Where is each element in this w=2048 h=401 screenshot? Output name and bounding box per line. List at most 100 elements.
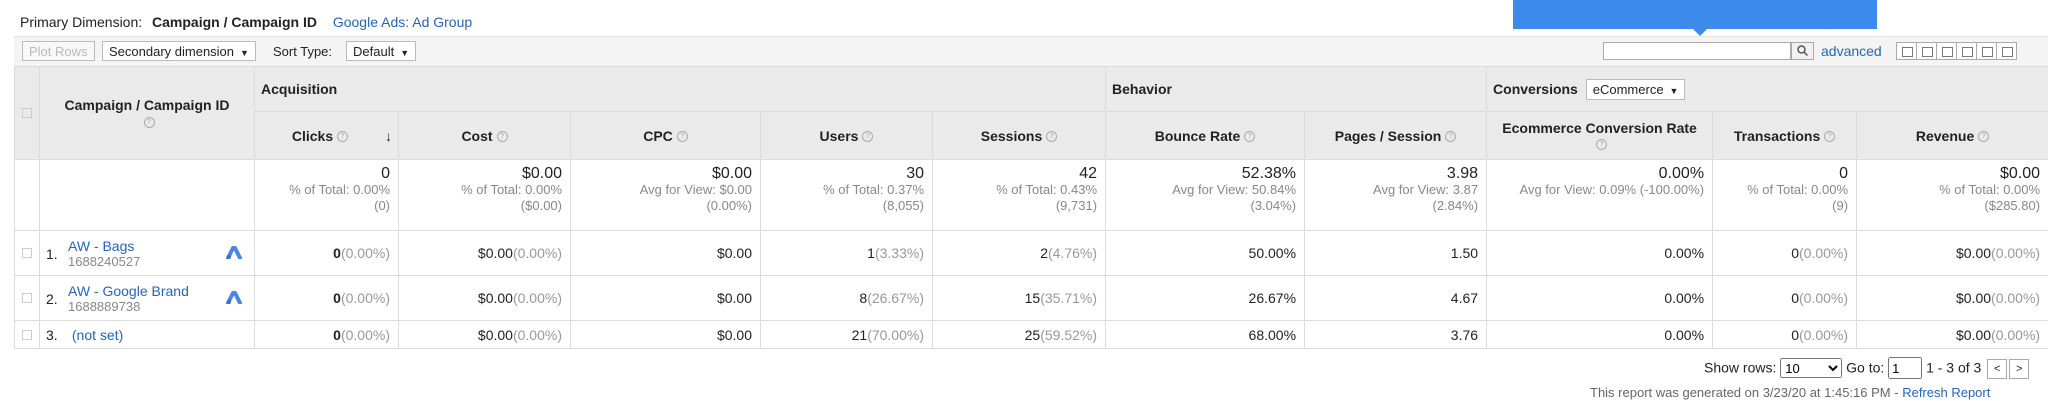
report-table: Campaign / Campaign ID? Acquisition Beha… — [14, 66, 2048, 349]
help-icon[interactable]: ? — [496, 131, 508, 143]
row-checkbox[interactable] — [22, 293, 32, 303]
help-icon[interactable]: ? — [337, 131, 349, 143]
primary-dimension-label: Primary Dimension: — [20, 14, 143, 30]
help-icon[interactable]: ? — [1824, 131, 1836, 143]
column-header-sessions[interactable]: Sessions? — [931, 111, 1107, 160]
cell-value: 2 — [1040, 245, 1048, 261]
revenue-cell: $0.00(0.00%) — [1856, 230, 2048, 276]
pie-view-icon[interactable] — [1916, 42, 1937, 60]
help-icon[interactable]: ? — [1978, 131, 1990, 143]
cell-value: 0 — [333, 326, 341, 343]
help-icon[interactable]: ? — [1046, 131, 1058, 143]
campaign-header[interactable]: Campaign / Campaign ID? — [39, 66, 255, 160]
term-cloud-view-icon[interactable] — [1976, 42, 1997, 60]
campaign-cell: 3. (not set) — [39, 320, 255, 349]
behavior-group-header: Behavior — [1105, 66, 1488, 112]
help-icon[interactable]: ? — [1244, 131, 1256, 143]
campaign-link[interactable]: AW - Google Brand — [68, 282, 189, 299]
transactions-cell: 0(0.00%) — [1712, 320, 1858, 349]
cell-value: $0.00 — [477, 290, 513, 306]
cell-value: 25 — [1024, 326, 1041, 343]
sort-type-dropdown[interactable]: Default ▼ — [346, 41, 417, 61]
google-ads-icon[interactable] — [226, 290, 242, 304]
campaign-link[interactable]: AW - Bags — [68, 237, 135, 254]
cell-value: 1 — [867, 245, 875, 261]
pivot-view-icon[interactable] — [1996, 42, 2017, 60]
totals-row: 0% of Total: 0.00% (0) $0.00% of Total: 0… — [14, 159, 2048, 231]
chevron-down-icon: ▼ — [400, 48, 410, 58]
comparison-view-icon[interactable] — [1956, 42, 1977, 60]
cell-value: 0 — [1791, 326, 1800, 343]
column-label: Users — [819, 127, 859, 144]
cell-value: 0 — [1791, 245, 1800, 261]
help-icon[interactable]: ? — [1445, 131, 1457, 143]
row-select-cell[interactable] — [14, 320, 40, 349]
column-header-users[interactable]: Users? — [760, 111, 933, 160]
column-header-cpc[interactable]: CPC? — [570, 111, 761, 160]
row-checkbox[interactable] — [22, 248, 32, 258]
help-icon[interactable]: ? — [862, 131, 874, 143]
column-header-bounce-rate[interactable]: Bounce Rate? — [1105, 111, 1306, 160]
row-index: 1. — [46, 245, 58, 262]
total-base: (8,055) — [882, 198, 924, 213]
column-label: Transactions — [1733, 127, 1821, 144]
pagination-bar: Show rows: 10 Go to: 1 - 3 of 3 <> — [1704, 357, 2030, 379]
cell-percent: (3.33%) — [874, 245, 924, 261]
table-row: 2. AW - Google Brand 1688889738 0(0.00%)… — [14, 275, 2048, 321]
column-header-cost[interactable]: Cost? — [398, 111, 571, 160]
cell-value: 0 — [333, 290, 341, 306]
total-users: 30% of Total: 0.37% (8,055) — [760, 159, 933, 231]
users-cell: 1(3.33%) — [760, 230, 933, 276]
table-row: 3. (not set) 0(0.00%) $0.00(0.00%) $0.00… — [14, 320, 2048, 349]
conversions-type-dropdown[interactable]: eCommerce ▼ — [1585, 78, 1686, 100]
help-icon[interactable]: ? — [676, 131, 688, 143]
select-all-cell[interactable] — [14, 66, 40, 160]
revenue-cell: $0.00(0.00%) — [1856, 275, 2048, 321]
prev-page-button[interactable]: < — [1987, 358, 2008, 379]
column-header-transactions[interactable]: Transactions? — [1712, 111, 1858, 160]
campaign-link[interactable]: (not set) — [71, 326, 124, 343]
column-header-pages-session[interactable]: Pages / Session? — [1304, 111, 1488, 160]
ad-group-dimension-link[interactable]: Google Ads: Ad Group — [332, 14, 473, 30]
goto-page-input[interactable] — [1888, 357, 1923, 379]
pages-session-cell: 3.76 — [1304, 320, 1488, 349]
table-search-input[interactable] — [1603, 42, 1791, 60]
total-base: (0.00%) — [706, 198, 752, 213]
table-view-icon[interactable] — [1896, 42, 1917, 60]
row-select-cell[interactable] — [14, 275, 40, 321]
search-button[interactable] — [1791, 42, 1814, 60]
show-rows-select[interactable]: 10 — [1780, 358, 1843, 378]
total-percent: % of Total: 0.00% — [1747, 182, 1849, 197]
column-label: Ecommerce Conversion Rate — [1502, 119, 1697, 136]
row-checkbox[interactable] — [22, 329, 32, 340]
plot-rows-button[interactable]: Plot Rows — [22, 41, 95, 61]
cell-percent: (0.00%) — [1799, 326, 1849, 343]
performance-view-icon[interactable] — [1936, 42, 1957, 60]
row-select-cell[interactable] — [14, 230, 40, 276]
cell-value: 0 — [333, 245, 341, 261]
cell-percent: (0.00%) — [340, 326, 390, 343]
cell-percent: (0.00%) — [1991, 245, 2041, 261]
cell-percent: (0.00%) — [512, 326, 562, 343]
cell-percent: (0.00%) — [512, 245, 562, 261]
campaign-id: 1688240527 — [68, 253, 141, 269]
refresh-report-link[interactable]: Refresh Report — [1902, 385, 1991, 400]
transactions-cell: 0(0.00%) — [1712, 275, 1858, 321]
column-header-revenue[interactable]: Revenue? — [1856, 111, 2048, 160]
cell-percent: (0.00%) — [512, 290, 562, 306]
advanced-filter-link[interactable]: advanced — [1821, 43, 1882, 59]
secondary-dimension-dropdown[interactable]: Secondary dimension ▼ — [102, 41, 256, 61]
google-ads-icon[interactable] — [226, 245, 242, 259]
campaign-id: 1688889738 — [68, 298, 141, 314]
total-value: $0.00 — [521, 165, 562, 182]
select-all-checkbox[interactable] — [22, 108, 32, 118]
column-header-clicks[interactable]: Clicks? ↓ — [254, 111, 399, 160]
sort-type-value: Default — [353, 44, 395, 59]
cost-cell: $0.00(0.00%) — [398, 275, 571, 321]
help-icon[interactable]: ? — [143, 116, 155, 128]
cell-value: $0.00 — [477, 326, 513, 343]
help-icon[interactable]: ? — [1596, 139, 1608, 151]
next-page-button[interactable]: > — [2009, 358, 2030, 379]
pages-session-cell: 1.50 — [1304, 230, 1488, 276]
column-header-ecommerce-conversion-rate[interactable]: Ecommerce Conversion Rate? — [1486, 111, 1714, 160]
